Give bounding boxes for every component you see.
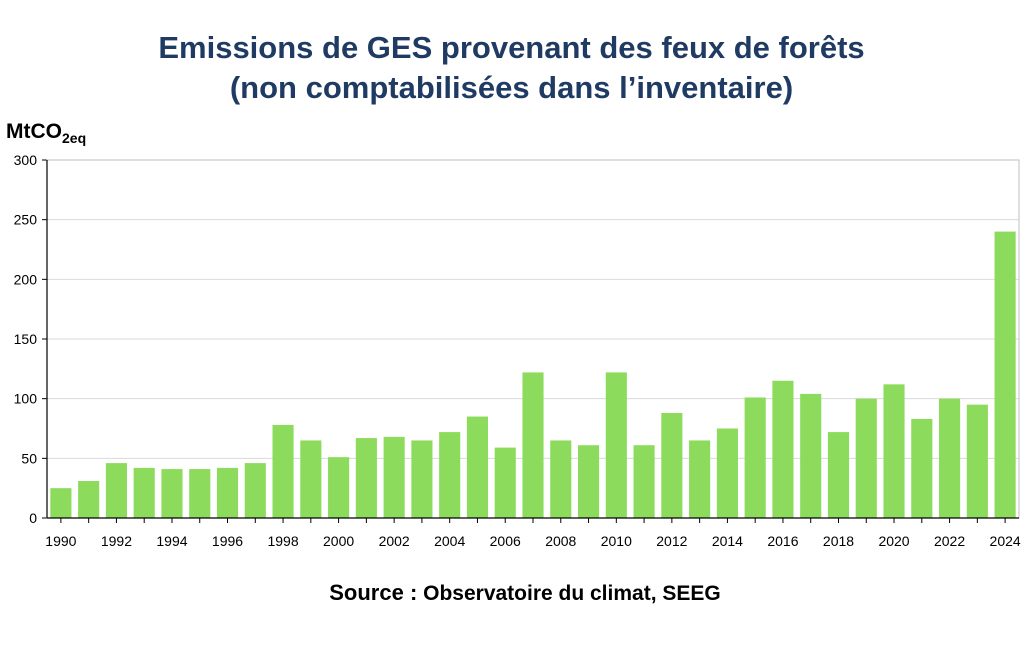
x-tick-label: 2004 (434, 533, 465, 549)
bar-2020 (883, 384, 905, 518)
y-tick-label: 100 (14, 391, 38, 407)
y-tick-label: 0 (29, 510, 37, 526)
x-tick-label: 2022 (934, 533, 965, 549)
x-tick-label: 1998 (267, 533, 298, 549)
bar-2024 (994, 231, 1016, 518)
bar-2016 (772, 380, 794, 518)
y-tick-label: 50 (21, 450, 37, 466)
bar-1992 (105, 463, 127, 518)
y-axis-unit-sub: 2eq (62, 130, 87, 146)
x-tick-label: 1992 (101, 533, 132, 549)
bar-2023 (966, 404, 988, 518)
source-text: Observatoire du climat, SEEG (423, 582, 721, 605)
bar-2007 (522, 372, 544, 518)
bar-2009 (577, 445, 600, 518)
x-axis-ticks: 1990 1992 1994 1996 1998 2000 2002 2004 2006 2008… (45, 518, 1021, 549)
source-note: Source : Observatoire du climat, SEEG (0, 580, 1023, 606)
bar-2004 (439, 432, 461, 518)
source-label: Source : (329, 580, 418, 605)
bar-2008 (550, 440, 572, 518)
bar-2013 (689, 440, 711, 518)
x-tick-label: 2018 (823, 533, 854, 549)
bar-1990 (50, 488, 72, 518)
bar-2021 (911, 418, 933, 518)
bar-2001 (355, 438, 377, 518)
x-tick-label: 2020 (878, 533, 909, 549)
y-tick-label: 300 (14, 152, 38, 168)
bar-1997 (244, 463, 266, 518)
bar-2003 (411, 440, 433, 518)
bar-1998 (272, 424, 294, 518)
bar-2019 (855, 398, 877, 518)
bar-2000 (328, 457, 350, 518)
bar-2012 (661, 412, 683, 518)
bar-1994 (161, 469, 183, 518)
x-tick-label: 2000 (323, 533, 354, 549)
bar-1999 (300, 440, 322, 518)
x-tick-label: 1994 (156, 533, 187, 549)
x-tick-label: 2002 (379, 533, 410, 549)
x-tick-label: 2014 (712, 533, 743, 549)
x-tick-label: 2008 (545, 533, 576, 549)
bar-1995 (189, 469, 211, 518)
x-tick-label: 1996 (212, 533, 243, 549)
y-tick-label: 200 (14, 271, 38, 287)
y-axis-unit-main: MtCO (6, 120, 62, 143)
x-tick-label: 2006 (490, 533, 521, 549)
bar-2011 (633, 445, 655, 518)
bar-2002 (383, 436, 405, 518)
x-tick-label: 2012 (656, 533, 687, 549)
bar-1991 (78, 481, 100, 518)
y-tick-label: 150 (14, 331, 38, 347)
bar-2014 (716, 428, 738, 518)
y-axis-unit: MtCO2eq (6, 120, 86, 146)
x-tick-label: 2010 (601, 533, 632, 549)
bar-2018 (827, 432, 850, 518)
bar-2015 (744, 397, 766, 518)
chart-title: Emissions de GES provenant des feux de f… (0, 28, 1023, 108)
x-tick-label: 1990 (45, 533, 76, 549)
chart-title-line2: (non comptabilisées dans l’inventaire) (229, 70, 794, 105)
bar-2006 (494, 447, 516, 518)
bar-2010 (605, 372, 627, 518)
axes (46, 159, 1020, 519)
bar-1996 (216, 467, 239, 518)
chart-title-line1: Emissions de GES provenant des feux de f… (158, 30, 865, 65)
bar-2022 (939, 398, 961, 518)
bars (50, 231, 1016, 518)
bar-2005 (466, 416, 489, 518)
y-tick-label: 250 (14, 212, 38, 228)
bar-2017 (800, 393, 822, 518)
x-tick-label: 2016 (767, 533, 798, 549)
bar-1993 (133, 467, 155, 518)
y-axis-ticks: 0 50 100 150 200 250 300 (14, 152, 47, 526)
x-tick-label: 2024 (990, 533, 1021, 549)
